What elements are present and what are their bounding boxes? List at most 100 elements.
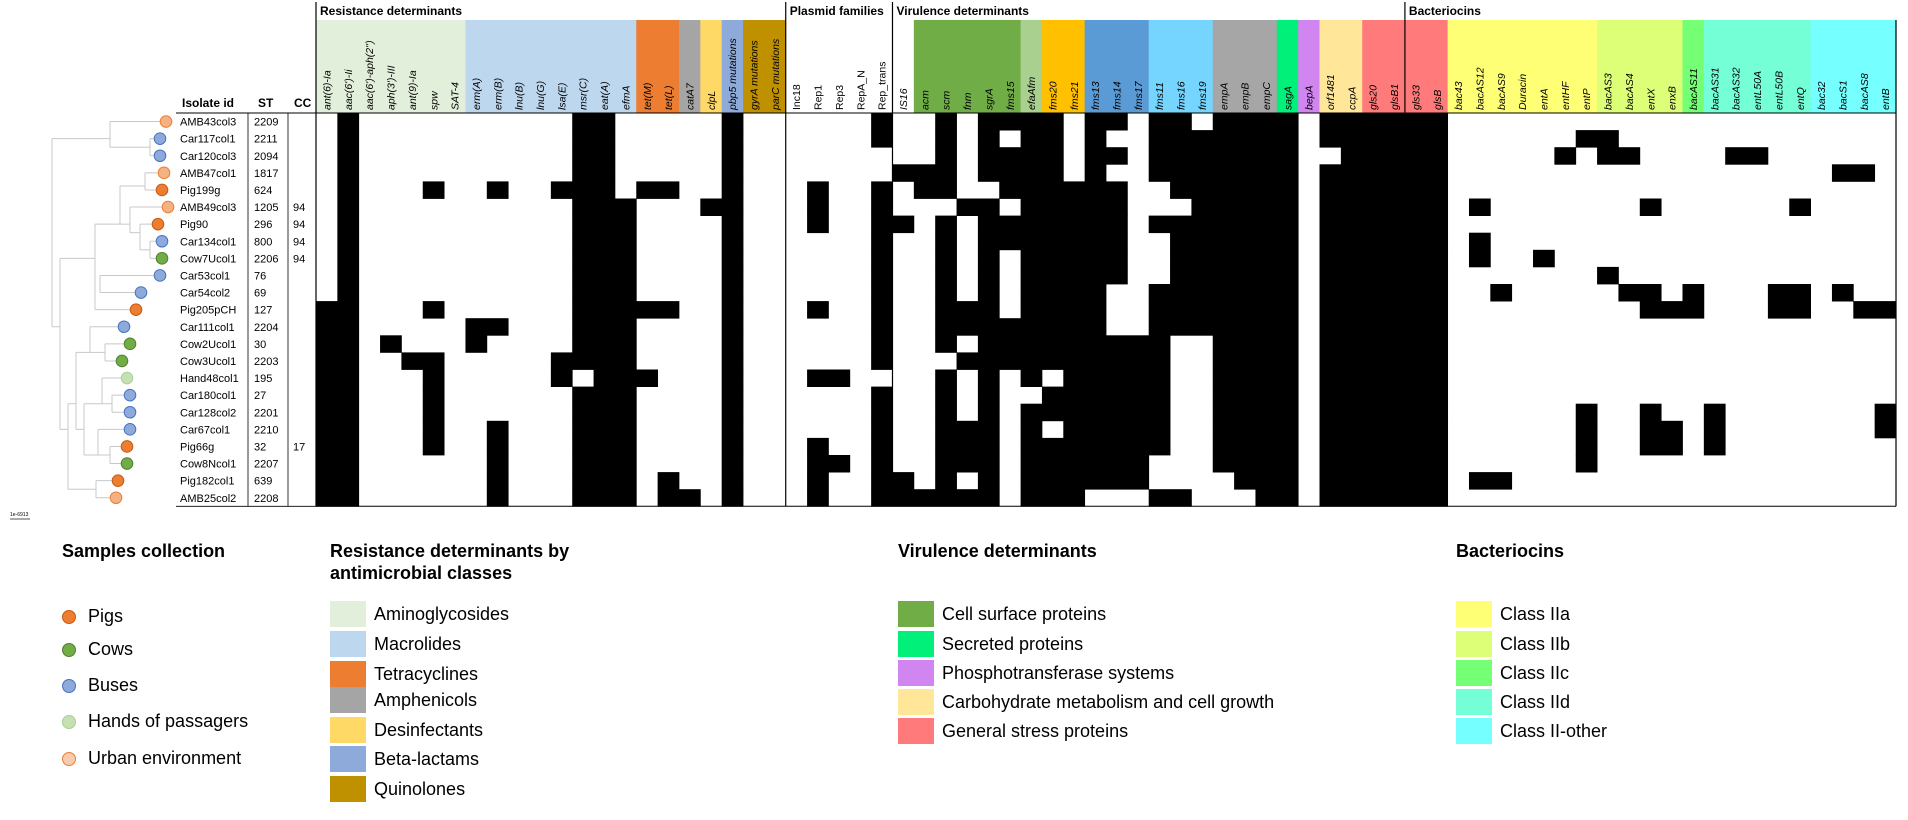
legend-virulence: Virulence determinants Cell surface prot… xyxy=(898,540,1338,760)
secreted-swatch xyxy=(898,631,934,657)
legend-item-class-iib: Class IIb xyxy=(1456,631,1570,657)
column-header-band xyxy=(1319,20,1342,113)
presence-cell xyxy=(572,284,637,302)
presence-cell xyxy=(1319,472,1449,490)
betalactams-swatch xyxy=(330,746,366,772)
source-dot xyxy=(111,474,125,487)
presence-cell xyxy=(977,147,1064,165)
presence-cell xyxy=(977,266,1000,285)
presence-cell xyxy=(1319,437,1449,456)
presence-cell xyxy=(316,489,360,507)
gene-label: entX xyxy=(1645,87,1657,110)
presence-cell xyxy=(721,420,744,439)
presence-cell xyxy=(1340,147,1449,165)
presence-cell xyxy=(1020,489,1086,507)
presence-cell xyxy=(1084,164,1107,182)
presence-cell xyxy=(337,147,360,165)
column-header-band xyxy=(1127,20,1150,113)
presence-cell xyxy=(871,420,893,439)
isolate-st: 127 xyxy=(254,305,272,317)
presence-cell xyxy=(977,113,1064,131)
legend-label: Class IIa xyxy=(1500,603,1571,624)
presence-cell xyxy=(999,181,1128,199)
presence-cell xyxy=(977,403,1000,422)
presence-cell xyxy=(721,284,744,302)
presence-cell xyxy=(1255,489,1299,507)
presence-cell xyxy=(422,386,445,405)
legend-samples-title: Samples collection xyxy=(62,541,226,561)
presence-cell xyxy=(316,455,360,473)
presence-cell xyxy=(935,266,957,285)
presence-cell xyxy=(636,181,680,199)
presence-cell xyxy=(657,472,680,490)
isolate-cc: 94 xyxy=(293,236,305,248)
source-dot xyxy=(117,320,131,334)
presence-cell xyxy=(337,249,360,268)
column-header-band xyxy=(1212,20,1235,113)
legend-label: Desinfectants xyxy=(374,719,484,740)
gene-label: ccpA xyxy=(1346,87,1358,110)
presence-cell xyxy=(337,113,360,131)
isolate-id-header: Isolate id xyxy=(182,96,234,110)
presence-cell xyxy=(316,318,360,336)
urban-dot xyxy=(62,751,76,766)
isolate-id: Car134col1 xyxy=(180,236,236,248)
presence-cell xyxy=(721,301,744,319)
isolate-st: 1817 xyxy=(254,168,278,180)
gene-label: entHF xyxy=(1560,81,1572,110)
presence-cell xyxy=(1874,403,1897,422)
legend-item-class-iic: Class IIc xyxy=(1456,660,1569,686)
column-header-band xyxy=(1639,20,1662,113)
isolate-id: Pig66g xyxy=(180,441,214,453)
presence-cell xyxy=(1020,198,1128,216)
column-header-band xyxy=(871,20,894,113)
gene-label: bacAS32 xyxy=(1731,67,1743,110)
gene-label: lnu(G) xyxy=(535,81,547,110)
isolate-id: Cow7Ucol1 xyxy=(180,253,236,265)
presence-cell xyxy=(1212,369,1299,387)
presence-cell xyxy=(977,284,1000,302)
presence-cell xyxy=(1170,266,1299,285)
presence-cell xyxy=(1853,301,1897,319)
presence-cell xyxy=(871,198,893,216)
column-header-band xyxy=(1191,20,1214,113)
presence-cell xyxy=(572,318,637,336)
presence-cell xyxy=(1319,215,1449,234)
presence-cell xyxy=(316,472,360,490)
gene-label: IS16 xyxy=(898,88,910,110)
gene-label: entL50A xyxy=(1752,71,1764,110)
presence-cell xyxy=(1212,420,1299,439)
legend-label: Quinolones xyxy=(374,778,466,799)
presence-cell xyxy=(316,352,360,370)
presence-cell xyxy=(337,130,360,148)
gene-label: Rep1 xyxy=(813,85,825,110)
column-header-band xyxy=(977,20,1000,113)
gene-label: ant(9)-Ia xyxy=(407,70,419,110)
column-header-band xyxy=(1426,20,1449,113)
presence-cell xyxy=(1319,335,1449,353)
presence-cell xyxy=(977,335,1171,353)
gene-label: entL50B xyxy=(1773,71,1785,110)
isolate-st: 1205 xyxy=(254,202,278,214)
section-title: Virulence determinants xyxy=(896,4,1029,18)
legend-item-macrolides: Macrolides xyxy=(330,631,461,657)
presence-cell xyxy=(1148,164,1299,182)
presence-cell xyxy=(721,335,744,353)
presence-cell xyxy=(807,472,829,490)
isolate-id: AMB43col3 xyxy=(180,117,236,129)
presence-cell xyxy=(572,130,616,148)
gene-label: bacAS4 xyxy=(1624,73,1636,110)
legend-resistance: Resistance determinants by antimicrobial… xyxy=(330,540,650,820)
column-header-band xyxy=(1063,20,1086,113)
column-header-band xyxy=(636,20,659,113)
gene-label: aac(6')-aph(2'') xyxy=(364,40,376,110)
presence-cell xyxy=(721,386,744,405)
presence-cell xyxy=(1063,369,1171,387)
presence-cell xyxy=(572,249,637,268)
isolate-id: Pig199g xyxy=(180,185,220,197)
isolate-st: 800 xyxy=(254,236,272,248)
presence-cell xyxy=(935,403,957,422)
presence-cell xyxy=(1148,489,1192,507)
presence-cell xyxy=(572,198,637,216)
source-dot xyxy=(123,423,137,436)
